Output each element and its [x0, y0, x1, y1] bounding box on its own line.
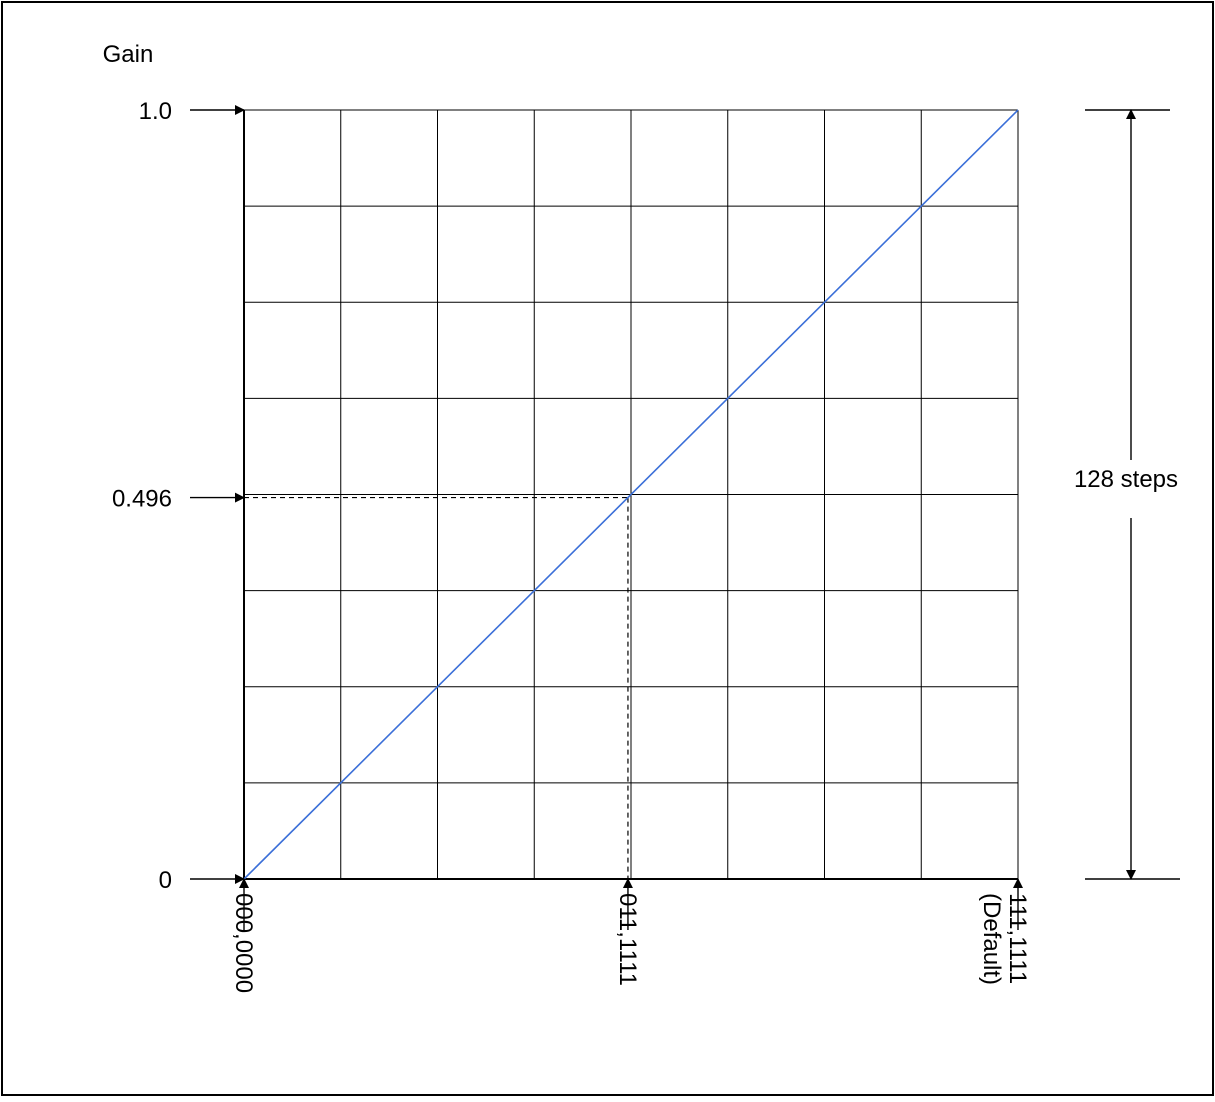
guide-lines — [244, 496, 629, 879]
labels: Gain 1.0 0.496 0 000,0000 011,1111 111,1111(D… — [103, 41, 1031, 993]
x-tick-label: 011,1111 — [614, 893, 641, 986]
range-annotation: 128 steps — [1074, 109, 1180, 880]
tick-arrows — [190, 105, 1023, 930]
series-layer — [243, 109, 1019, 880]
range-annotation-label: 128 steps — [1074, 466, 1178, 493]
x-tick-label: 111,1111 — [1004, 893, 1031, 984]
y-axis-label: Gain — [103, 41, 154, 68]
gain-series-line — [243, 109, 1019, 880]
y-tick-label: 0.496 — [112, 486, 172, 513]
x-tick-note: (Default) — [978, 893, 1005, 985]
x-tick-label: 000,0000 — [230, 893, 257, 993]
y-tick-label: 1.0 — [139, 98, 172, 125]
y-tick-label: 0 — [159, 867, 172, 894]
grid — [244, 110, 1018, 879]
